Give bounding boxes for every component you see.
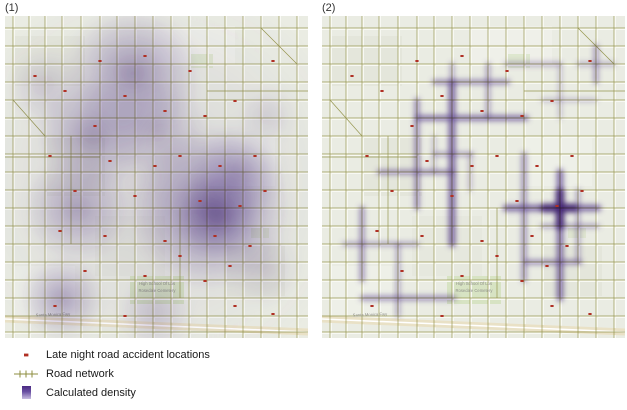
legend-label-road-network: Road network	[46, 367, 114, 380]
density-gradient-icon	[13, 386, 39, 399]
svg-text:High School Of Los: High School Of Los	[456, 281, 492, 286]
legend-item-density: Calculated density	[13, 383, 627, 402]
panel-2-label: (2)	[322, 2, 336, 14]
legend: Late night road accident locations Road …	[13, 345, 627, 402]
network-density-map: High School Of Los Rosedale Cemetery Santa…	[322, 16, 625, 338]
road-line-icon	[13, 369, 39, 379]
map-panels: (1) High School Of Los Rosedale Cemetery S…	[5, 2, 625, 338]
svg-text:Rosedale Cemetery: Rosedale Cemetery	[455, 288, 493, 293]
panel-1-label: (1)	[5, 2, 19, 14]
legend-item-road-network: Road network	[13, 364, 627, 383]
legend-label-accidents: Late night road accident locations	[46, 348, 210, 361]
map-panel-2: (2) High School Of Los Rosedale Cemetery S…	[322, 2, 625, 338]
accident-marker-icon	[13, 350, 39, 360]
legend-label-density: Calculated density	[46, 386, 136, 399]
map-panel-1: (1) High School Of Los Rosedale Cemetery S…	[5, 2, 308, 338]
svg-text:Santa Monica Fwy: Santa Monica Fwy	[353, 311, 389, 317]
legend-item-accidents: Late night road accident locations	[13, 345, 627, 364]
